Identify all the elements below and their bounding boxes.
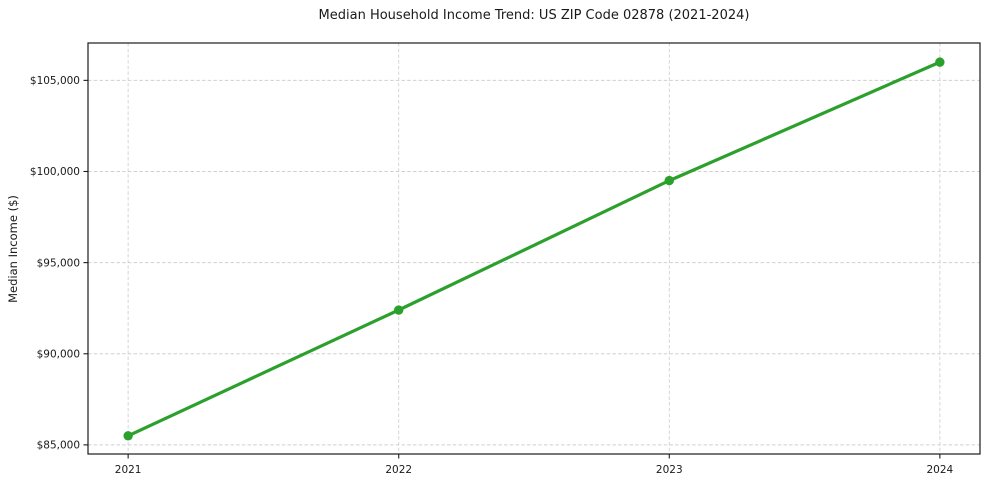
income-trend-line [126, 60, 942, 438]
x-tick-label: 2024 [926, 464, 953, 476]
x-tick-label: 2022 [385, 464, 412, 476]
y-tick-label: $90,000 [37, 348, 80, 360]
data-point-2024 [935, 57, 945, 67]
chart-title: Median Household Income Trend: US ZIP Co… [318, 8, 750, 23]
axes-frame [87, 42, 981, 455]
x-tick-label: 2021 [115, 464, 142, 476]
y-tick-label: $105,000 [30, 75, 80, 87]
y-tick-label: $85,000 [37, 440, 80, 452]
data-point-2022 [394, 305, 404, 315]
y-tick-label: $95,000 [37, 257, 80, 269]
y-tick-label: $100,000 [30, 166, 80, 178]
x-tick-label: 2023 [656, 464, 683, 476]
data-point-2021 [123, 431, 133, 441]
data-point-2023 [664, 175, 674, 186]
